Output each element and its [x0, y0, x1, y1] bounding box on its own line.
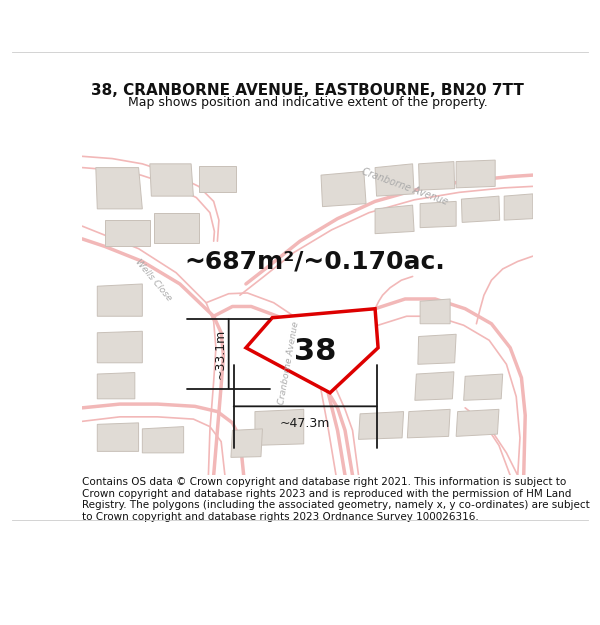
Polygon shape — [415, 372, 454, 401]
Text: ~687m²/~0.170ac.: ~687m²/~0.170ac. — [185, 249, 445, 273]
Polygon shape — [199, 166, 236, 192]
Text: 38, CRANBORNE AVENUE, EASTBOURNE, BN20 7TT: 38, CRANBORNE AVENUE, EASTBOURNE, BN20 7… — [91, 83, 524, 98]
Polygon shape — [456, 160, 495, 188]
Polygon shape — [231, 429, 262, 458]
Polygon shape — [97, 331, 142, 362]
Polygon shape — [154, 213, 199, 243]
Polygon shape — [420, 201, 456, 228]
Polygon shape — [96, 168, 142, 209]
Polygon shape — [276, 316, 306, 349]
Polygon shape — [504, 194, 533, 220]
Text: Cranborne Avenue: Cranborne Avenue — [277, 321, 301, 405]
Polygon shape — [418, 334, 456, 364]
Polygon shape — [375, 205, 414, 234]
Text: ~47.3m: ~47.3m — [280, 417, 331, 430]
Polygon shape — [150, 164, 193, 196]
Polygon shape — [105, 220, 150, 246]
Polygon shape — [246, 309, 378, 393]
Polygon shape — [142, 427, 184, 453]
Polygon shape — [407, 409, 450, 438]
Text: Wells Close: Wells Close — [134, 258, 173, 303]
Polygon shape — [456, 409, 499, 436]
Polygon shape — [321, 171, 366, 207]
Text: 38: 38 — [294, 337, 336, 366]
Text: Contains OS data © Crown copyright and database right 2021. This information is : Contains OS data © Crown copyright and d… — [82, 477, 590, 522]
Text: Cranborne Avenue: Cranborne Avenue — [361, 166, 449, 207]
Polygon shape — [461, 196, 500, 222]
Polygon shape — [359, 412, 404, 439]
Polygon shape — [255, 409, 304, 446]
Polygon shape — [464, 374, 503, 401]
Text: ~33.1m: ~33.1m — [213, 329, 226, 379]
Polygon shape — [419, 162, 455, 190]
Text: Map shows position and indicative extent of the property.: Map shows position and indicative extent… — [128, 96, 487, 109]
Polygon shape — [97, 284, 142, 316]
Polygon shape — [97, 423, 139, 451]
Polygon shape — [420, 299, 450, 324]
Polygon shape — [97, 372, 135, 399]
Polygon shape — [375, 164, 414, 196]
